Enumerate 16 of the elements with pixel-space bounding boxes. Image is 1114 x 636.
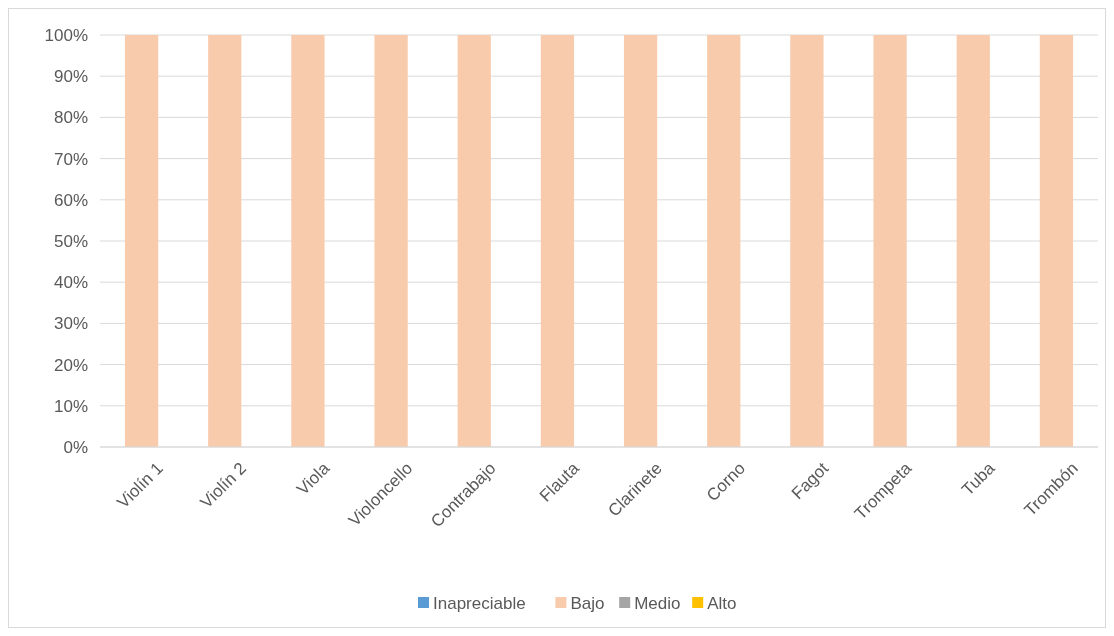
y-tick-label: 90% (53, 67, 88, 87)
y-tick-label: 10% (53, 396, 88, 416)
legend-label: Bajo (570, 593, 605, 613)
y-tick-label: 0% (63, 437, 88, 457)
y-tick-label: 50% (53, 231, 88, 251)
legend-label: Alto (707, 593, 737, 613)
legend-label: Inapreciable (433, 593, 526, 613)
y-tick-label: 70% (53, 149, 88, 169)
y-tick-label: 30% (53, 314, 88, 334)
y-tick-label: 80% (53, 108, 88, 128)
y-tick-label: 20% (53, 355, 88, 375)
y-tick-label: 60% (53, 190, 88, 210)
y-tick-label: 100% (44, 25, 88, 45)
x-tick-label: Viola (293, 458, 334, 499)
y-tick-label: 40% (53, 273, 88, 293)
legend-label: Medio (634, 593, 681, 613)
